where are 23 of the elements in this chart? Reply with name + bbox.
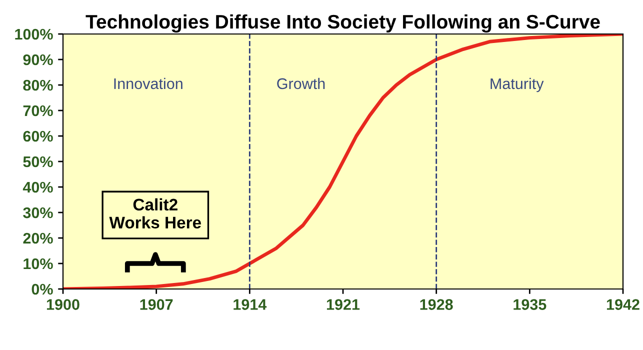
x-tick-label: 1942 (606, 299, 640, 310)
y-tick-label: 60% (23, 130, 53, 142)
x-tick-label: 1900 (46, 299, 80, 310)
chart-title: Technologies Diffuse Into Society Following an S-Curve (86, 14, 600, 33)
y-tick-label: 40% (22, 182, 53, 193)
y-tick-label: 80% (23, 80, 53, 91)
x-tick-label: 1928 (420, 299, 453, 310)
annotation: Innovation (114, 78, 182, 90)
x-tick-label: 1935 (514, 299, 546, 310)
annotation: Calit2 Works Here (109, 198, 201, 228)
y-tick-label: 70% (23, 105, 53, 116)
x-tick-label: 1907 (140, 299, 173, 310)
y-tick-label: 50% (23, 156, 53, 168)
y-tick-label: 90% (23, 54, 53, 66)
x-tick-label: 1921 (326, 299, 360, 310)
y-tick-label: 10% (24, 258, 53, 270)
x-tick-label: 1914 (234, 299, 267, 310)
y-tick-label: 0% (32, 284, 53, 295)
y-tick-label: 20% (23, 232, 53, 244)
y-tick-label: 30% (23, 207, 53, 218)
annotation: Maturity (490, 78, 544, 92)
y-tick-label: 100% (15, 28, 53, 40)
annotation: Growth (277, 78, 325, 90)
